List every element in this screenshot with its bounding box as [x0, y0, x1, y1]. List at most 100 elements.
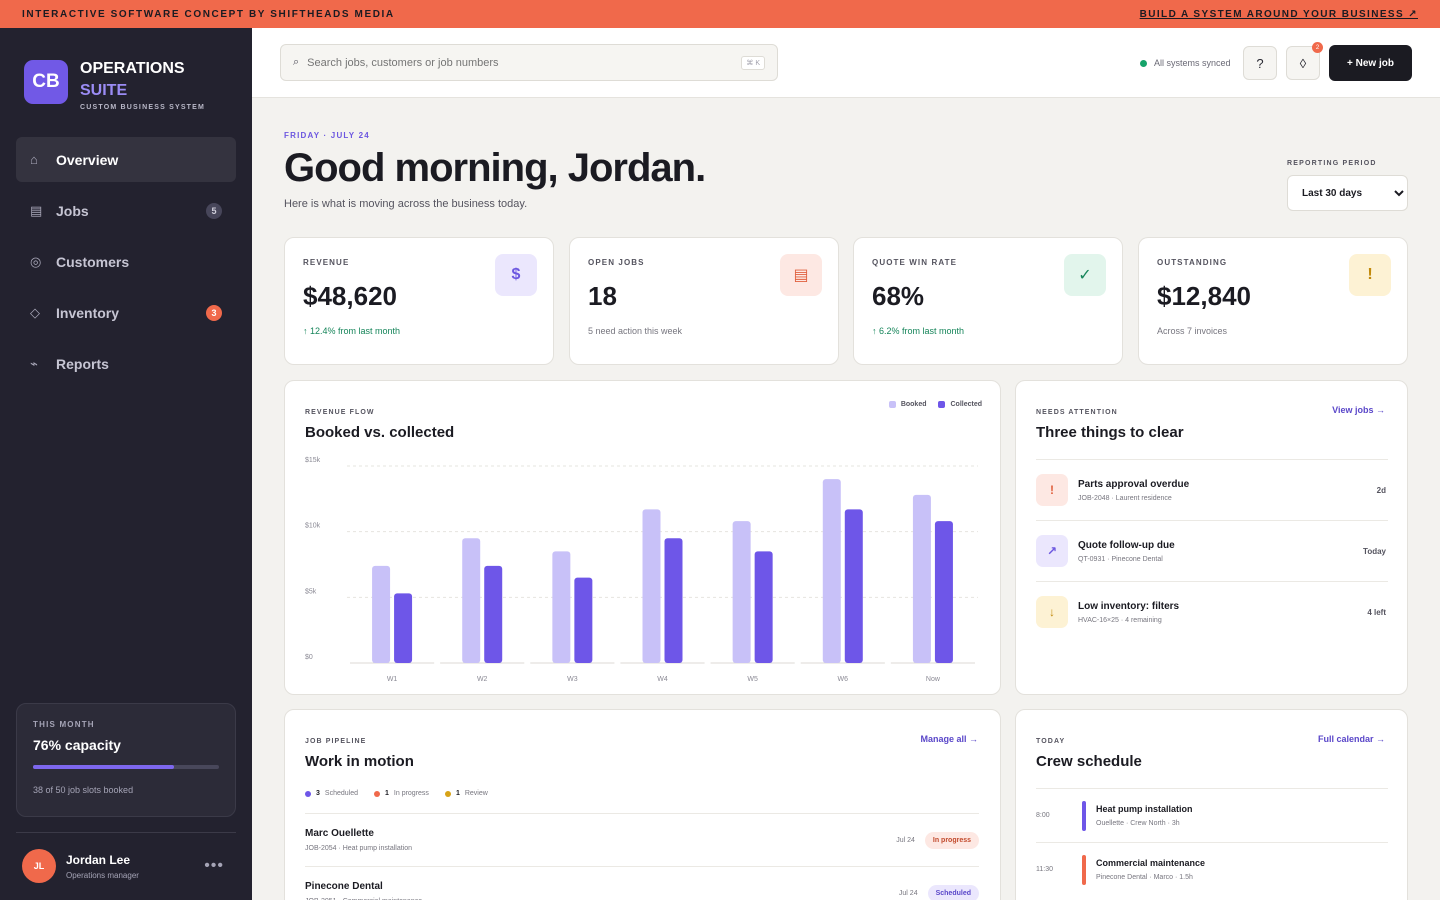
x-tick-label: W4	[657, 676, 668, 683]
arrow-up-right-icon: ↗	[1036, 535, 1068, 567]
manage-all-link[interactable]: Manage all →	[920, 734, 978, 744]
bar-collected-w4[interactable]	[664, 538, 683, 663]
bar-booked-w3[interactable]	[552, 551, 571, 663]
sidebar-item-overview[interactable]: ⌂ Overview	[16, 137, 236, 182]
brand-logo: CB	[24, 60, 68, 104]
bar-collected-w5[interactable]	[754, 551, 773, 663]
bar-collected-w1[interactable]	[394, 593, 413, 663]
kpi-sub: 5 need action this week	[588, 326, 683, 336]
sidebar-item-customers[interactable]: ◎ Customers	[16, 239, 236, 284]
y-tick-label: $0	[305, 654, 313, 661]
job-date: Jul 24	[896, 836, 915, 844]
schedule-title: Commercial maintenance	[1096, 858, 1206, 868]
more-icon[interactable]: •••	[204, 857, 224, 874]
table-row[interactable]: Pinecone Dental JOB-2051 · Commercial mai…	[305, 866, 979, 900]
notifications-button[interactable]: ◊ 2	[1286, 42, 1323, 80]
page-title: Good morning, Jordan.	[284, 146, 706, 190]
kpi-card: REVENUE $48,620 ↑ 12.4% from last month $	[284, 237, 554, 365]
capacity-label: THIS MONTH	[33, 720, 95, 729]
y-tick-label: $5k	[305, 588, 317, 595]
bar-booked-w2[interactable]	[462, 538, 481, 663]
sync-status: All systems synced	[1140, 58, 1231, 68]
user-role: Operations manager	[66, 870, 139, 880]
capacity-track	[33, 765, 219, 769]
help-icon: ?	[1256, 55, 1264, 71]
home-icon: ⌂	[30, 152, 38, 167]
new-job-button[interactable]: + New job	[1329, 45, 1412, 81]
x-tick-label: W2	[477, 676, 488, 683]
pipeline-legend-item: 1 In progress	[374, 790, 429, 797]
status-badge: Scheduled	[927, 884, 979, 900]
schedule-title: Heat pump installation	[1096, 804, 1193, 814]
capacity-card: THIS MONTH 76% capacity 38 of 50 job slo…	[16, 703, 236, 817]
schedule-item[interactable]: 11:30 Commercial maintenance Pinecone Dent…	[1036, 842, 1388, 896]
pipeline-count: 3	[316, 790, 320, 797]
pipeline-legend-item: 1 Review	[444, 790, 488, 797]
help-button[interactable]: ?	[1243, 46, 1277, 80]
pipeline-status-label: In progress	[393, 790, 429, 797]
sidebar-item-label: Reports	[56, 355, 109, 372]
pipeline-status-label: Review	[464, 790, 488, 797]
revenue-chart: $0 $5k $10k $15k W1 W2 W3 W4 W5 W6 Now	[305, 457, 978, 683]
attention-sub: QT-0931 · Pinecone Dental	[1078, 555, 1163, 563]
attention-item[interactable]: ! Parts approval overdue JOB-2048 · Lauren…	[1036, 459, 1388, 520]
x-tick-label: W6	[838, 676, 849, 683]
bar-collected-w3[interactable]	[574, 577, 593, 663]
bar-booked-w1[interactable]	[372, 565, 391, 663]
search-input[interactable]	[307, 56, 742, 69]
schedule-item[interactable]: 8:00 Heat pump installation Ouellette · Cr…	[1036, 788, 1388, 842]
pipeline-legend: 3 Scheduled 1 In progress 1 Review	[305, 790, 504, 797]
alert-icon: !	[1036, 474, 1068, 506]
search-bar[interactable]: ⌕ ⌘ K	[280, 44, 778, 81]
avatar[interactable]: JL	[22, 849, 56, 883]
attention-item[interactable]: ↗ Quote follow-up due QT-0931 · Pinecone D…	[1036, 520, 1388, 581]
bar-booked-w4[interactable]	[642, 509, 661, 663]
bar-booked-w6[interactable]	[822, 479, 841, 663]
kpi-sub: ↑ 12.4% from last month	[303, 326, 401, 336]
shortcut-hint: ⌘ K	[741, 55, 765, 70]
kpi-value: 18	[588, 281, 617, 311]
sidebar-item-inventory[interactable]: ◇ Inventory 3	[16, 290, 236, 335]
date-label: FRIDAY · JULY 24	[284, 131, 370, 140]
search-icon: ⌕	[293, 56, 300, 68]
attention-sub: JOB-2048 · Laurent residence	[1078, 494, 1172, 502]
kpi-label: OPEN JOBS	[588, 258, 645, 267]
pipeline-legend-item: 3 Scheduled	[305, 790, 358, 797]
schedule-time: 8:00	[1036, 812, 1050, 819]
x-tick-label: W5	[747, 676, 758, 683]
legend-label: Booked	[900, 401, 927, 408]
schedule-text: Commercial maintenance Pinecone Dental · …	[1096, 858, 1205, 881]
capacity-detail: 38 of 50 job slots booked	[33, 785, 134, 795]
user-row[interactable]: JL Jordan Lee Operations manager •••	[16, 832, 236, 883]
attention-item[interactable]: ↓ Low inventory: filters HVAC-16×25 · 4 re…	[1036, 581, 1388, 642]
period-select[interactable]: Last 30 days	[1287, 175, 1408, 211]
kpi-sub: ↑ 6.2% from last month	[872, 326, 965, 336]
table-row[interactable]: Marc Ouellette JOB-2054 · Heat pump insta…	[305, 813, 979, 866]
sidebar-item-label: Overview	[56, 151, 119, 168]
view-jobs-link[interactable]: View jobs →	[1332, 405, 1385, 415]
status-dot-icon	[444, 790, 451, 797]
job-customer: Marc Ouellette	[305, 828, 374, 839]
y-tick-label: $15k	[305, 457, 321, 464]
schedule-time: 11:30	[1036, 866, 1053, 873]
bar-collected-w2[interactable]	[484, 565, 503, 663]
banner-link[interactable]: BUILD A SYSTEM AROUND YOUR BUSINESS ↗	[1139, 8, 1418, 20]
attention-title: Parts approval overdue	[1078, 478, 1190, 490]
bar-collected-w6[interactable]	[844, 509, 863, 663]
arrow-down-icon: ↓	[1036, 596, 1068, 628]
bar-collected-now[interactable]	[934, 521, 953, 663]
attention-meta: 2d	[1376, 485, 1386, 495]
chart-legend: Booked Collected	[877, 401, 982, 408]
sidebar-item-reports[interactable]: ⌁ Reports	[16, 341, 236, 386]
revenue-title: Booked vs. collected	[305, 424, 455, 441]
schedule-sub: Ouellette · Crew North · 3h	[1096, 820, 1180, 827]
schedule-card: TODAY Crew schedule Full calendar → 8:00…	[1015, 709, 1408, 900]
bar-booked-w5[interactable]	[732, 521, 751, 663]
attention-meta: Today	[1363, 546, 1386, 556]
x-tick-label: W3	[567, 676, 578, 683]
full-calendar-link[interactable]: Full calendar →	[1317, 734, 1385, 744]
kpi-value: 68%	[872, 281, 925, 311]
schedule-title: Crew schedule	[1036, 753, 1142, 770]
bar-booked-now[interactable]	[912, 494, 931, 663]
sidebar-item-jobs[interactable]: ▤ Jobs 5	[16, 188, 236, 233]
